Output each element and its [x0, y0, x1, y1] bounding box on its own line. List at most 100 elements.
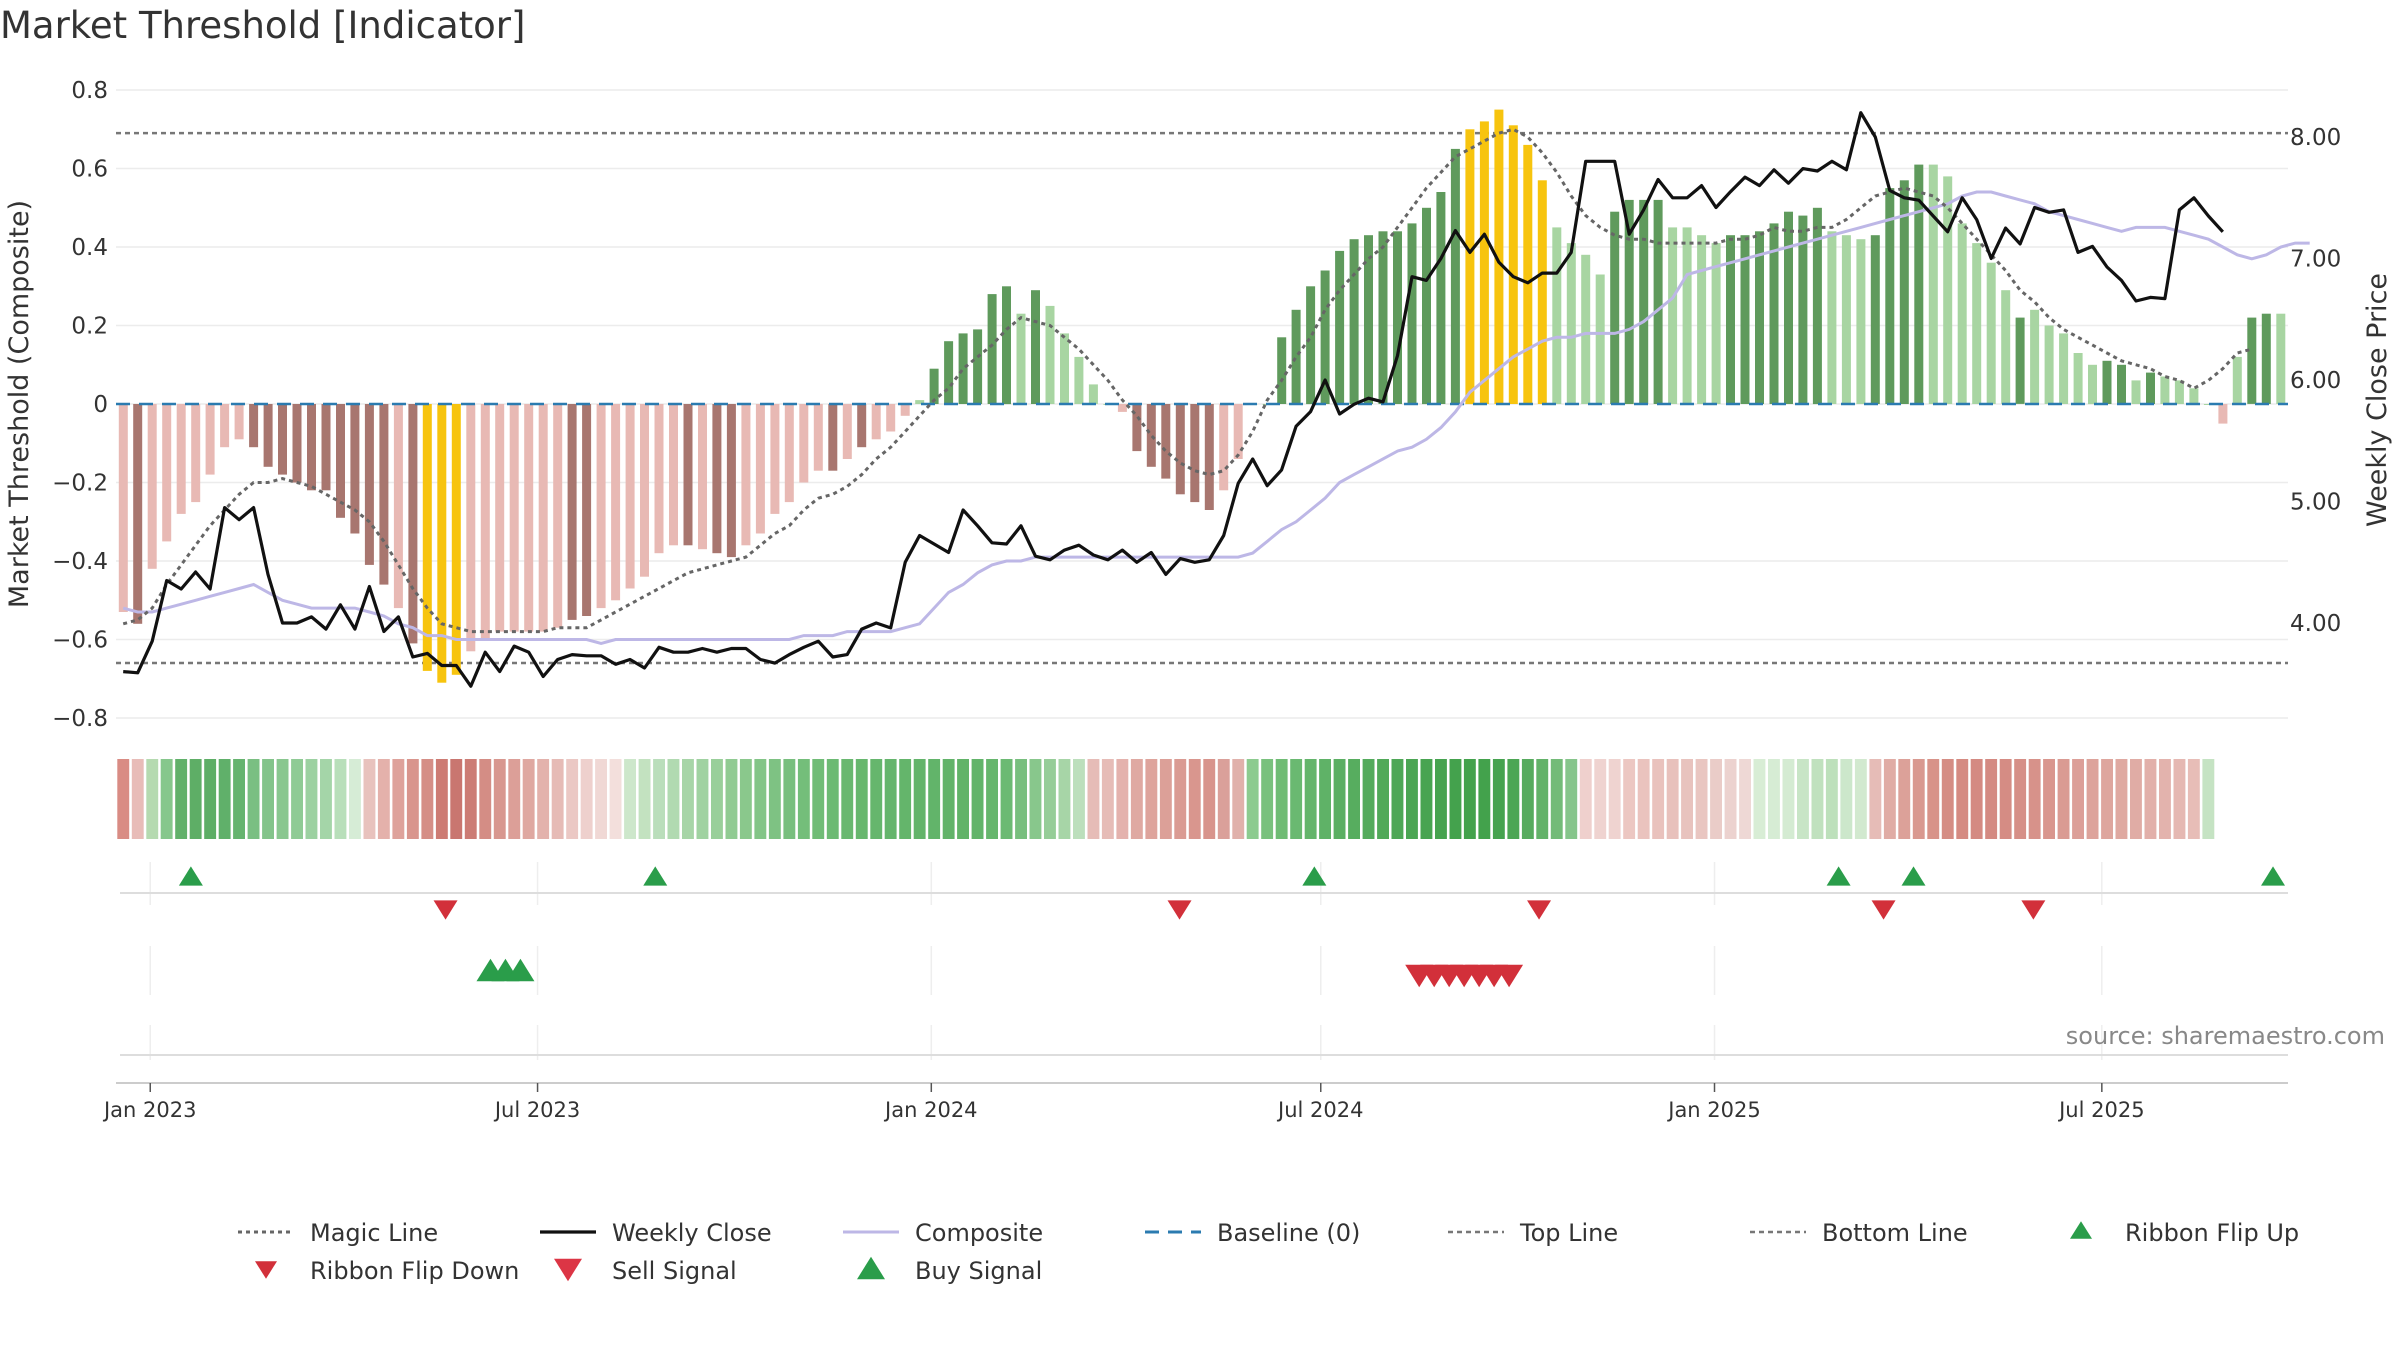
bar-27 [509, 404, 519, 632]
bar-87 [1378, 231, 1388, 404]
ribbon-cell-111 [1724, 759, 1737, 839]
legend-buy-signal-icon [857, 1256, 885, 1280]
bar-51 [857, 404, 867, 448]
bar-74 [1190, 404, 1200, 503]
bar-84 [1335, 250, 1345, 404]
bar-96 [1508, 125, 1518, 405]
bar-15 [336, 404, 345, 518]
composite-line [122, 190, 2310, 645]
bar-114 [1769, 223, 1779, 404]
bar-37 [654, 404, 664, 554]
ribbon-cell-115 [1782, 759, 1795, 839]
ribbon-cell-59 [971, 759, 984, 839]
source-label: source: sharemaestro.com [2066, 1022, 2385, 1050]
ribbon-cell-49 [826, 759, 839, 839]
bar-135 [2073, 353, 2083, 404]
bar-65 [1060, 333, 1069, 404]
bar-133 [2044, 325, 2054, 404]
bar-10 [263, 404, 273, 467]
buy-signal-marker [506, 958, 535, 982]
bar-131 [2015, 317, 2025, 404]
bar-11 [278, 404, 287, 475]
bar-24 [466, 404, 476, 652]
bar-69 [1117, 404, 1127, 412]
bar-50 [842, 404, 852, 459]
bar-145 [2218, 404, 2228, 424]
ribbon-cell-23 [450, 759, 463, 839]
ribbon-flip-up-marker [1302, 866, 1327, 886]
bar-17 [364, 404, 374, 565]
reference-lines [116, 131, 2288, 665]
ribbon-cell-61 [1000, 759, 1013, 839]
date-tick-label: Jan 2024 [883, 1098, 978, 1122]
bar-72 [1161, 404, 1171, 479]
bar-100 [1566, 243, 1576, 404]
bar-39 [683, 404, 693, 546]
bar-2 [147, 404, 157, 569]
ribbon-cell-114 [1768, 759, 1780, 839]
bar-105 [1639, 199, 1649, 404]
bar-101 [1581, 254, 1591, 404]
ribbon-cell-66 [1073, 759, 1085, 839]
bar-89 [1407, 223, 1417, 404]
ribbon-cell-46 [783, 759, 796, 839]
bar-59 [973, 329, 983, 404]
bar-44 [755, 404, 765, 534]
ribbon-cell-22 [435, 759, 448, 839]
bar-134 [2059, 333, 2069, 404]
bar-82 [1306, 286, 1316, 405]
ribbon-cell-105 [1637, 759, 1650, 839]
ribbon-cell-86 [1362, 759, 1375, 839]
ribbon-cell-5 [189, 759, 202, 839]
bar-80 [1277, 337, 1287, 404]
ribbon-cell-55 [913, 759, 926, 839]
bar-30 [553, 404, 563, 628]
bar-64 [1045, 305, 1055, 404]
bar-88 [1393, 231, 1402, 404]
ribbon-cell-112 [1739, 759, 1751, 839]
bar-34 [611, 404, 621, 601]
ribbon-cell-77 [1232, 759, 1245, 839]
ribbon-cell-53 [884, 759, 897, 839]
ribbon-cell-80 [1275, 759, 1288, 839]
bar-13 [307, 404, 316, 491]
ribbon-cell-38 [667, 759, 680, 839]
bar-9 [249, 404, 259, 448]
bar-71 [1146, 404, 1156, 467]
ribbon-cell-48 [812, 759, 825, 839]
ribbon-cell-34 [609, 759, 622, 839]
bar-53 [886, 404, 896, 432]
ribbon-strip [117, 759, 2215, 839]
ribbon-cell-99 [1550, 759, 1563, 839]
bar-66 [1074, 356, 1084, 404]
ribbon-cell-82 [1304, 759, 1317, 839]
ribbon-cell-62 [1015, 759, 1027, 839]
bar-46 [784, 404, 794, 503]
ribbon-cell-120 [1854, 759, 1867, 839]
bar-148 [2261, 313, 2271, 404]
ribbon-flip-up-marker [2261, 866, 2286, 886]
ribbon-cell-54 [899, 759, 912, 839]
bar-123 [1899, 180, 1909, 404]
ribbon-cell-13 [305, 759, 318, 839]
ribbon-cell-52 [870, 759, 883, 839]
bar-146 [2232, 356, 2242, 404]
ribbon-cell-101 [1579, 759, 1592, 839]
bar-81 [1291, 309, 1301, 404]
ribbon-cell-85 [1348, 759, 1360, 839]
bar-38 [669, 404, 678, 546]
ribbon-cell-109 [1695, 759, 1708, 839]
bar-18 [379, 404, 389, 585]
bar-14 [321, 404, 331, 491]
chart-title: Market Threshold [Indicator] [0, 4, 526, 47]
ribbon-cell-15 [334, 759, 347, 839]
ribbon-cell-20 [406, 759, 419, 839]
bar-94 [1479, 121, 1489, 405]
y2-tick-label: 8.00 [2290, 125, 2341, 151]
bar-106 [1653, 199, 1663, 404]
ribbon-cell-2 [146, 759, 159, 839]
bar-43 [741, 404, 751, 546]
bar-103 [1610, 211, 1620, 404]
bar-54 [900, 404, 910, 416]
